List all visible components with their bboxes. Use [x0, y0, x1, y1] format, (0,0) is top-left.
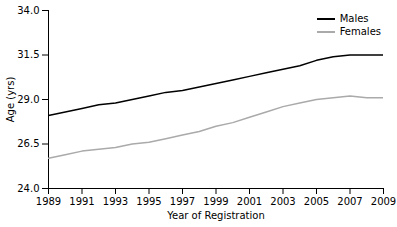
svg-text:1999: 1999	[203, 196, 228, 207]
svg-text:2005: 2005	[304, 196, 329, 207]
svg-text:24.0: 24.0	[17, 183, 39, 194]
svg-text:34.0: 34.0	[17, 5, 39, 16]
svg-text:29.0: 29.0	[17, 94, 39, 105]
svg-text:1995: 1995	[136, 196, 161, 207]
svg-text:31.5: 31.5	[17, 49, 39, 60]
svg-text:2009: 2009	[371, 196, 396, 207]
svg-text:Year of Registration: Year of Registration	[166, 210, 264, 221]
svg-text:1997: 1997	[170, 196, 195, 207]
svg-text:1989: 1989	[36, 196, 61, 207]
html-text:Males: Males	[339, 13, 369, 24]
svg-text:26.5: 26.5	[17, 138, 39, 149]
svg-text:Age (yrs): Age (yrs)	[5, 77, 16, 123]
svg-text:2003: 2003	[270, 196, 295, 207]
svg-text:1991: 1991	[69, 196, 94, 207]
svg-text:2007: 2007	[337, 196, 362, 207]
svg-text:2001: 2001	[237, 196, 262, 207]
html-text:Females: Females	[339, 26, 381, 37]
svg-text:1993: 1993	[103, 196, 128, 207]
